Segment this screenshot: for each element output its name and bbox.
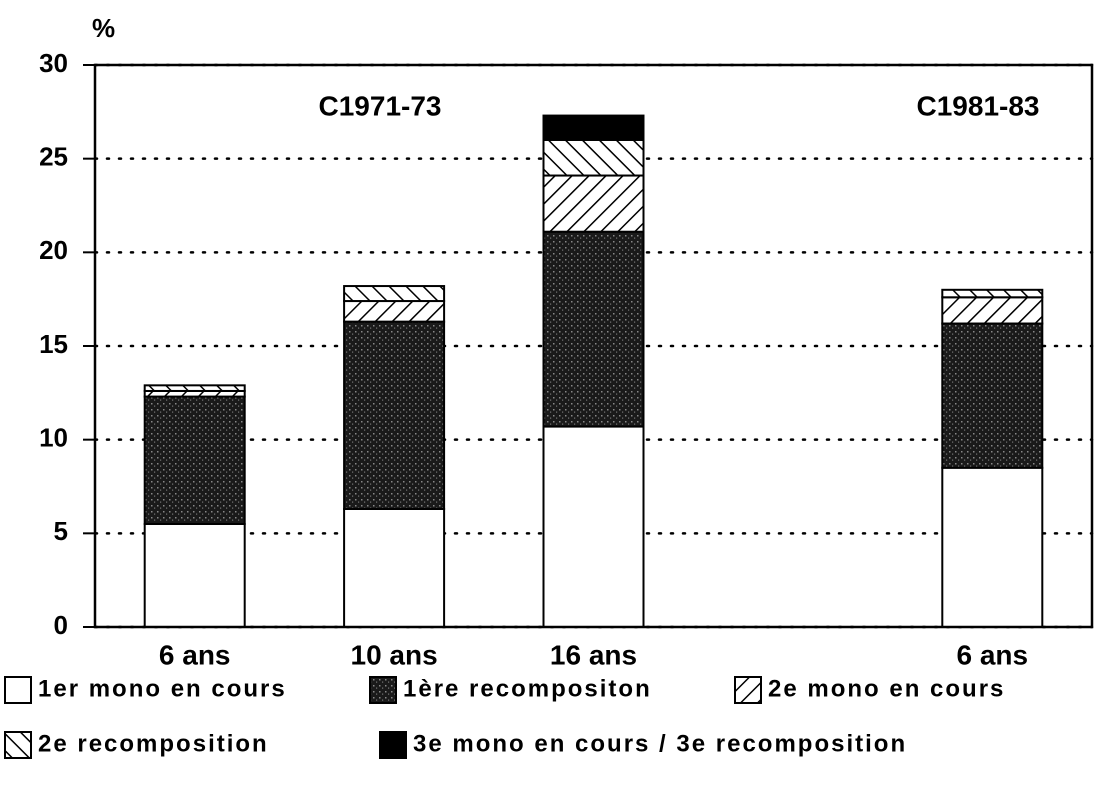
x-tick-label: 16 ans — [550, 639, 637, 670]
y-tick-label: 10 — [39, 423, 68, 453]
bar-segment — [143, 384, 246, 392]
legend-swatch — [4, 676, 32, 704]
annotation: C1971-73 — [319, 90, 442, 121]
bar-segment — [941, 288, 1044, 299]
bar-segment — [542, 174, 645, 233]
bar-segment — [542, 230, 645, 428]
x-tick-label: 10 ans — [351, 639, 438, 670]
legend-label: 1er mono en cours — [38, 675, 287, 702]
y-tick-label: 30 — [39, 48, 68, 78]
legend-swatch — [369, 676, 397, 704]
bar-segment — [941, 466, 1044, 628]
bar-segment — [143, 522, 246, 629]
bar-segment — [343, 285, 446, 303]
bar-segment — [542, 114, 645, 141]
plot-frame — [93, 63, 1094, 629]
legend-swatch — [379, 731, 407, 759]
bar-segment — [343, 320, 446, 510]
x-tick-label: 6 ans — [956, 639, 1028, 670]
bar-segment — [343, 300, 446, 323]
bar-segment — [542, 425, 645, 629]
legend-label: 1ère recompositon — [403, 675, 652, 702]
y-tick-label: 5 — [54, 516, 68, 546]
y-axis-label: % — [92, 13, 115, 43]
bar-segment — [941, 296, 1044, 325]
annotation: C1981-83 — [917, 90, 1040, 121]
y-tick-label: 0 — [54, 610, 68, 640]
legend-label: 2e mono en cours — [768, 675, 1005, 702]
bar-segment — [542, 138, 645, 177]
y-tick-label: 25 — [39, 142, 68, 172]
legend-swatch — [734, 676, 762, 704]
bar-segment — [941, 322, 1044, 469]
bar-segment — [143, 395, 246, 525]
legend-swatch — [4, 731, 32, 759]
legend-label: 3e mono en cours / 3e recomposition — [413, 730, 907, 757]
x-tick-label: 6 ans — [159, 639, 231, 670]
bar-segment — [343, 507, 446, 629]
y-tick-label: 15 — [39, 329, 68, 359]
y-tick-label: 20 — [39, 235, 68, 265]
legend-label: 2e recomposition — [38, 730, 269, 757]
